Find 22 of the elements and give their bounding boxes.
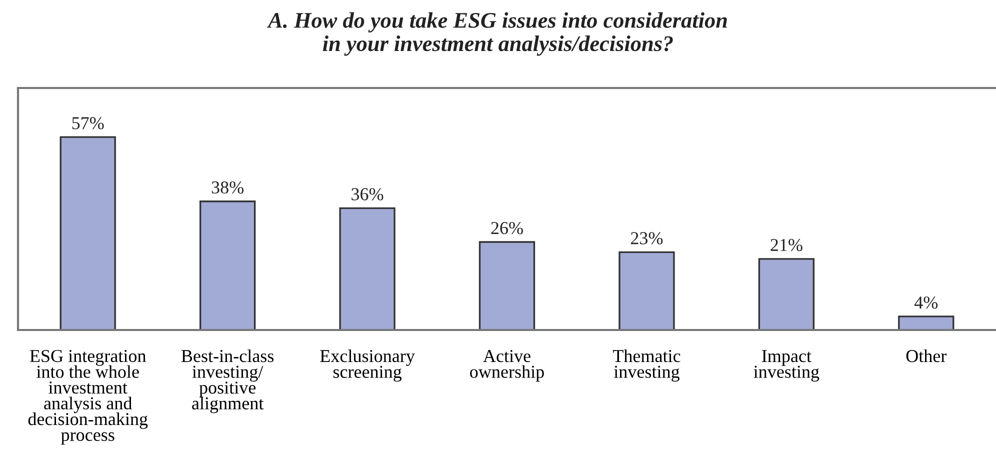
x-tick-label: Active ownership (470, 350, 544, 382)
bar (898, 316, 954, 330)
bar (478, 241, 536, 330)
x-tick-label: Best-in-class investing/ positive alignment (181, 349, 274, 414)
x-tick-label: ESG integration into the whole investment analysis and decision-making process (28, 350, 148, 445)
bar (339, 207, 396, 330)
x-tick-label: Exclusionary screening (320, 349, 415, 382)
data-label: 26% (491, 222, 523, 234)
bar (618, 251, 675, 330)
chart-title: A. How do you take ESG issues into consideration in your investment analysis/decisions? (266, 12, 727, 56)
x-tick-label: Thematic investing (612, 349, 680, 382)
bar (758, 258, 815, 330)
data-label: 36% (352, 188, 384, 200)
data-label: 57% (72, 117, 104, 130)
data-label: 38% (212, 181, 244, 194)
bar (199, 200, 256, 330)
x-tick-label: Impact investing (754, 350, 820, 382)
data-label: 4% (914, 296, 938, 309)
data-label: 21% (770, 238, 802, 252)
data-label: 23% (630, 232, 663, 244)
bar (60, 136, 116, 330)
x-tick-label: Other (906, 349, 947, 362)
